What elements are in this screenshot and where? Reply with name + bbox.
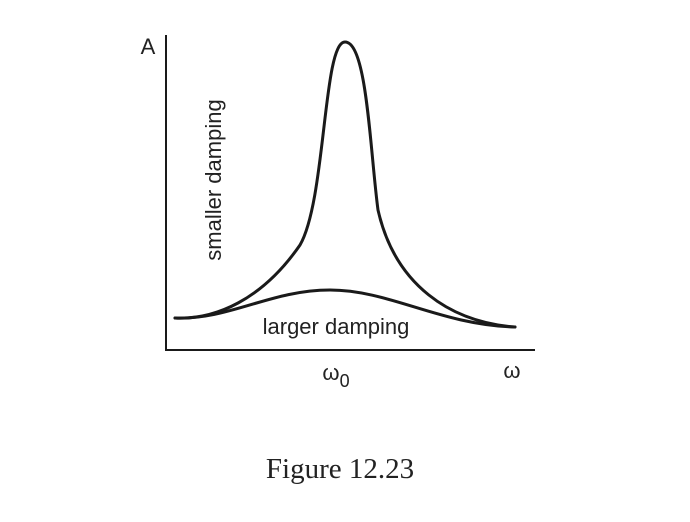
smaller-damping-curve — [173, 40, 517, 329]
curve-label: larger damping — [263, 314, 410, 339]
omega: ω — [322, 360, 339, 385]
x-axis-label: ω — [503, 358, 520, 383]
curve-label: smaller damping — [201, 99, 226, 260]
caption: Figure 12.23 — [266, 453, 414, 485]
y-axis-label: A — [141, 34, 156, 59]
larger-damping-curve — [173, 288, 517, 329]
subscript: 0 — [340, 371, 350, 391]
x-marker-label: ω0 — [322, 360, 349, 391]
